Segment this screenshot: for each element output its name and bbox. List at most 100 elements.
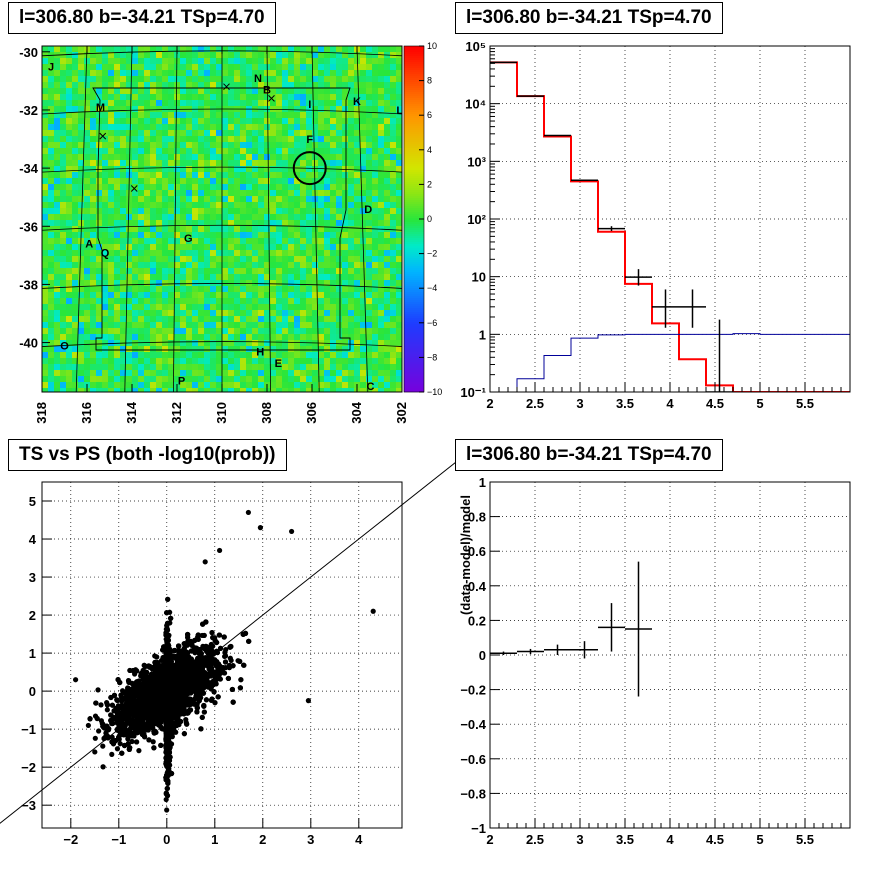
skymap-pixel — [66, 328, 72, 334]
skymap-pixel — [96, 226, 102, 232]
colorbar-band — [404, 338, 424, 341]
skymap-pixel — [288, 370, 294, 376]
skymap-pixel — [114, 70, 120, 76]
skymap-pixel — [390, 124, 396, 130]
skymap-pixel — [156, 382, 162, 388]
skymap-pixel — [72, 148, 78, 154]
skymap-pixel — [240, 316, 246, 322]
skymap-pixel — [342, 214, 348, 220]
skymap-pixel — [60, 250, 66, 256]
skymap-pixel — [282, 130, 288, 136]
skymap-pixel — [216, 238, 222, 244]
skymap-pixel — [378, 208, 384, 214]
skymap-pixel — [180, 364, 186, 370]
skymap-pixel — [330, 52, 336, 58]
skymap-pixel — [108, 286, 114, 292]
skymap-pixel — [360, 298, 366, 304]
skymap-pixel — [390, 322, 396, 328]
skymap-pixel — [84, 262, 90, 268]
skymap-pixel — [336, 190, 342, 196]
skymap-pixel — [84, 214, 90, 220]
skymap-pixel — [216, 328, 222, 334]
skymap-pixel — [282, 286, 288, 292]
skymap-pixel — [144, 46, 150, 52]
skymap-pixel — [378, 82, 384, 88]
skymap-pixel — [198, 160, 204, 166]
skymap-pixel — [354, 190, 360, 196]
skymap-pixel — [246, 214, 252, 220]
skymap-pixel — [276, 46, 282, 52]
skymap-pixel — [252, 196, 258, 202]
skymap-pixel — [78, 154, 84, 160]
skymap-pixel — [102, 250, 108, 256]
skymap-pixel — [354, 232, 360, 238]
skymap-pixel — [348, 244, 354, 250]
skymap-pixel — [108, 370, 114, 376]
skymap-pixel — [102, 106, 108, 112]
skymap-pixel — [372, 376, 378, 382]
skymap-pixel — [306, 76, 312, 82]
skymap-pixel — [276, 238, 282, 244]
skymap-pixel — [360, 316, 366, 322]
skymap-pixel — [360, 70, 366, 76]
skymap-pixel — [288, 268, 294, 274]
skymap-pixel — [144, 136, 150, 142]
skymap-pixel — [384, 154, 390, 160]
skymap-pixel — [156, 226, 162, 232]
skymap-pixel — [288, 292, 294, 298]
skymap-pixel — [384, 310, 390, 316]
skymap-pixel — [336, 232, 342, 238]
skymap-pixel — [366, 190, 372, 196]
skymap-pixel — [324, 184, 330, 190]
skymap-pixel — [318, 208, 324, 214]
skymap-pixel — [120, 268, 126, 274]
skymap-pixel — [276, 316, 282, 322]
colorbar-band — [404, 246, 424, 249]
skymap-pixel — [360, 100, 366, 106]
skymap-pixel — [162, 298, 168, 304]
skymap-pixel — [114, 310, 120, 316]
skymap-pixel — [366, 160, 372, 166]
skymap-pixel — [282, 52, 288, 58]
skymap-pixel — [396, 196, 402, 202]
skymap-pixel — [276, 106, 282, 112]
skymap-pixel — [282, 226, 288, 232]
skymap-pixel — [90, 316, 96, 322]
skymap-pixel — [312, 352, 318, 358]
skymap-pixel — [234, 190, 240, 196]
skymap-pixel — [138, 388, 144, 392]
colorbar-tick-label: −4 — [427, 283, 437, 293]
skymap-pixel — [396, 310, 402, 316]
skymap-pixel — [336, 52, 342, 58]
skymap-pixel — [276, 52, 282, 58]
skymap-pixel — [324, 262, 330, 268]
skymap-pixel — [42, 142, 48, 148]
skymap-pixel — [324, 274, 330, 280]
skymap-pixel — [264, 160, 270, 166]
scatter-point — [96, 728, 102, 734]
colorbar-band — [404, 48, 424, 51]
skymap-pixel — [372, 316, 378, 322]
colorbar-band — [404, 68, 424, 71]
skymap-pixel — [138, 268, 144, 274]
skymap-pixel — [396, 322, 402, 328]
skymap-pixel — [132, 148, 138, 154]
skymap-pixel — [234, 340, 240, 346]
skymap-pixel — [342, 382, 348, 388]
skymap-pixel — [288, 382, 294, 388]
skymap-pixel — [102, 352, 108, 358]
skymap-pixel — [138, 298, 144, 304]
skymap-pixel — [162, 358, 168, 364]
skymap-pixel — [144, 196, 150, 202]
skymap-pixel — [372, 328, 378, 334]
skymap-pixel — [228, 364, 234, 370]
skymap-pixel — [234, 58, 240, 64]
skymap-pixel — [360, 256, 366, 262]
skymap-pixel — [96, 64, 102, 70]
skymap-pixel — [240, 184, 246, 190]
skymap-pixel — [396, 184, 402, 190]
skymap-pixel — [342, 130, 348, 136]
skymap-pixel — [270, 376, 276, 382]
skymap-pixel — [54, 148, 60, 154]
skymap-pixel — [384, 82, 390, 88]
